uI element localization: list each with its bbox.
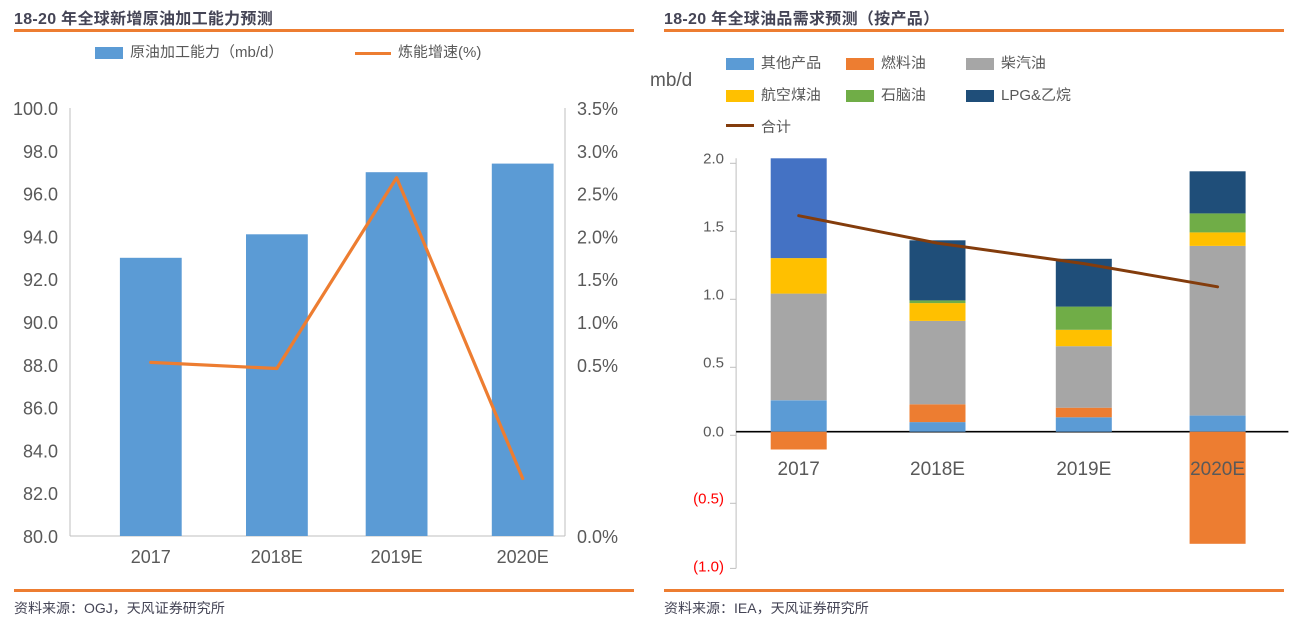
svg-text:2020E: 2020E <box>497 547 549 567</box>
svg-text:82.0: 82.0 <box>23 484 58 504</box>
svg-text:(0.5): (0.5) <box>693 490 724 507</box>
svg-text:0.5%: 0.5% <box>577 356 618 376</box>
svg-text:86.0: 86.0 <box>23 399 58 419</box>
svg-text:0.0%: 0.0% <box>577 527 618 547</box>
svg-text:88.0: 88.0 <box>23 356 58 376</box>
svg-text:94.0: 94.0 <box>23 227 58 247</box>
svg-text:1.0%: 1.0% <box>577 313 618 333</box>
svg-text:100.0: 100.0 <box>13 99 58 119</box>
svg-text:2.5%: 2.5% <box>577 185 618 205</box>
svg-text:92.0: 92.0 <box>23 270 58 290</box>
svg-text:2020E: 2020E <box>1190 459 1245 480</box>
svg-text:90.0: 90.0 <box>23 313 58 333</box>
svg-text:2017: 2017 <box>131 547 171 567</box>
svg-text:0.5: 0.5 <box>703 354 724 371</box>
svg-text:84.0: 84.0 <box>23 441 58 461</box>
svg-text:1.5%: 1.5% <box>577 270 618 290</box>
svg-text:2018E: 2018E <box>910 459 965 480</box>
svg-text:0.0: 0.0 <box>703 424 724 441</box>
svg-text:80.0: 80.0 <box>23 527 58 547</box>
svg-text:2018E: 2018E <box>251 547 303 567</box>
svg-text:2019E: 2019E <box>1056 459 1111 480</box>
svg-text:96.0: 96.0 <box>23 185 58 205</box>
svg-text:2.0%: 2.0% <box>577 227 618 247</box>
svg-text:3.5%: 3.5% <box>577 99 618 119</box>
svg-text:2017: 2017 <box>778 459 820 480</box>
svg-text:1.0: 1.0 <box>703 286 724 303</box>
svg-text:98.0: 98.0 <box>23 142 58 162</box>
svg-text:(1.0): (1.0) <box>693 558 724 575</box>
svg-text:1.5: 1.5 <box>703 218 724 235</box>
svg-text:2.0: 2.0 <box>703 150 724 167</box>
svg-text:2019E: 2019E <box>371 547 423 567</box>
svg-text:3.0%: 3.0% <box>577 142 618 162</box>
